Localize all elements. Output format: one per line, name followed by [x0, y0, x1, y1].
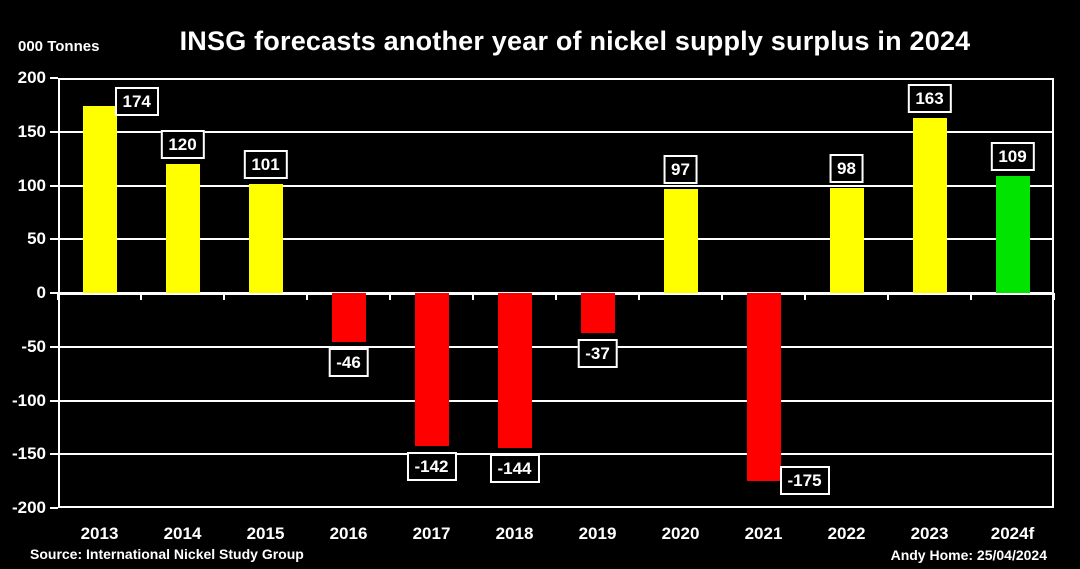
y-axis-tick — [50, 184, 58, 187]
x-axis-tick — [638, 293, 640, 300]
y-axis-tick-label: 200 — [17, 68, 46, 87]
x-axis-label-2013: 2013 — [80, 524, 119, 543]
bar-value-label-2016: -46 — [328, 348, 369, 378]
y-axis-tick-label: -150 — [11, 444, 46, 464]
x-axis-label-2018: 2018 — [495, 524, 534, 543]
y-axis-tick-label: 100 — [17, 175, 46, 195]
x-axis-label-2023: 2023 — [910, 524, 949, 543]
x-axis-label-2017: 2017 — [412, 524, 451, 543]
x-axis-tick — [970, 293, 972, 300]
bar-value-label-2014: 120 — [160, 130, 205, 159]
bar-value-label-2013: 174 — [114, 86, 159, 116]
bar-2018 — [497, 293, 532, 448]
bar-value-label-2015: 101 — [243, 150, 288, 180]
y-axis-tick — [50, 77, 58, 79]
bar-2013 — [82, 105, 117, 293]
x-axis-label-2022: 2022 — [827, 524, 866, 543]
y-axis-tick — [50, 345, 58, 348]
x-axis-label-2024f: 2024f — [990, 524, 1035, 543]
x-axis-tick — [223, 293, 225, 300]
gridline-150 — [60, 130, 1052, 133]
y-axis-tick-label: 0 — [36, 283, 46, 302]
bar-2022 — [829, 187, 864, 293]
y-axis-tick-label: 150 — [17, 121, 46, 141]
x-axis-tick — [1053, 293, 1055, 300]
bar-value-label-2019: -37 — [577, 338, 618, 368]
x-axis-label-2015: 2015 — [246, 524, 285, 543]
bar-value-label-2022: 98 — [829, 153, 864, 183]
y-axis-tick-label: -50 — [21, 336, 46, 356]
bar-value-label-2017: -142 — [406, 451, 457, 481]
x-axis-label-2021: 2021 — [744, 524, 783, 543]
bar-value-label-2020: 97 — [663, 154, 698, 184]
gridline--50 — [60, 345, 1052, 348]
bar-value-label-2021: -175 — [779, 466, 830, 496]
x-axis-label-2019: 2019 — [578, 524, 617, 543]
x-axis-tick — [804, 293, 806, 300]
chart-title: INSG forecasts another year of nickel su… — [179, 26, 971, 56]
gridline-100 — [60, 184, 1052, 187]
gridline-50 — [60, 238, 1052, 241]
bar-2016 — [331, 293, 366, 343]
y-axis-tick — [50, 453, 58, 456]
y-axis-tick-label: -200 — [11, 498, 46, 517]
bar-2020 — [663, 188, 698, 293]
bar-2015 — [248, 184, 283, 293]
y-axis-tick — [50, 130, 58, 133]
x-axis-label-2014: 2014 — [163, 524, 202, 543]
x-axis-tick — [887, 293, 889, 300]
x-axis-label-2020: 2020 — [661, 524, 700, 543]
y-axis-tick — [50, 292, 58, 294]
bar-2023 — [912, 117, 947, 293]
x-axis-tick — [721, 293, 723, 300]
y-axis-tick-label: -100 — [11, 390, 46, 410]
bar-2021 — [746, 293, 781, 482]
x-axis-tick — [57, 293, 59, 300]
bar-2019 — [580, 293, 615, 333]
y-axis-tick — [50, 507, 58, 509]
bar-2024f — [995, 175, 1030, 293]
source-note: Source: International Nickel Study Group — [30, 546, 304, 562]
bar-value-label-2023: 163 — [907, 83, 952, 113]
bar-2014 — [165, 164, 200, 293]
y-axis-unit-label: 000 Tonnes — [18, 38, 100, 55]
gridline--100 — [60, 399, 1052, 402]
x-axis-tick — [389, 293, 391, 300]
x-axis-tick — [555, 293, 557, 300]
x-axis-label-2016: 2016 — [329, 524, 368, 543]
y-axis-tick-label: 50 — [27, 229, 46, 249]
x-axis-tick — [140, 293, 142, 300]
x-axis-tick — [472, 293, 474, 300]
y-axis-tick — [50, 399, 58, 402]
bar-value-label-2024f: 109 — [990, 141, 1035, 171]
bar-2017 — [414, 293, 449, 446]
credit-note: Andy Home: 25/04/2024 — [890, 547, 1047, 563]
gridline--150 — [60, 453, 1052, 456]
y-axis-tick — [50, 238, 58, 241]
x-axis-tick — [306, 293, 308, 300]
bar-value-label-2018: -144 — [489, 453, 540, 483]
